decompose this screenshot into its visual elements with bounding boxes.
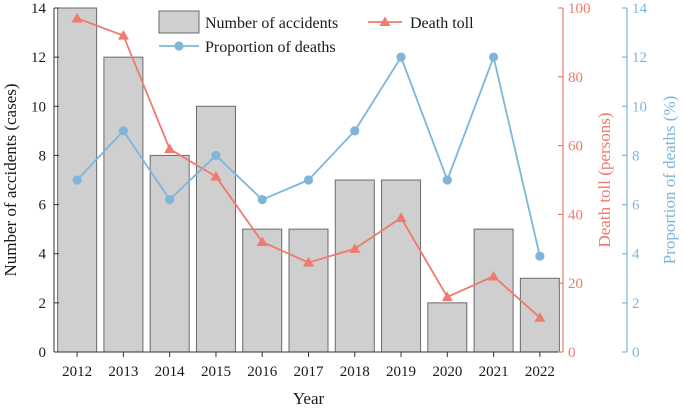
point-death-toll-2020: [441, 291, 453, 302]
tick-label-x-2018: 2018: [340, 364, 370, 380]
point-proportion-2021: [488, 52, 499, 62]
bars-layer: [57, 7, 560, 353]
tick-label-death-0: 0: [568, 345, 576, 361]
line-proportion: [76, 54, 541, 257]
point-proportion-2018: [350, 126, 360, 136]
point-death-toll-2016: [256, 236, 268, 247]
point-proportion-2014: [165, 195, 175, 205]
tick-label-proportion-10: 10: [632, 99, 647, 115]
bar-accidents-2017: [288, 228, 329, 353]
point-proportion-2012: [72, 175, 82, 185]
tick-label-x-2013: 2013: [108, 364, 138, 380]
tick-label-left-14: 14: [31, 1, 47, 17]
ticks: 0 2 4 6 8 10 12 14 0 20 40 60 80 100 0 2 4 6 8 10 12 14 2012 20…: [31, 1, 648, 380]
point-proportion-2015: [211, 150, 221, 161]
legend-marker-death-toll: [379, 16, 391, 26]
tick-label-proportion-14: 14: [632, 1, 648, 17]
tick-label-proportion-0: 0: [632, 345, 640, 361]
tick-label-x-2019: 2019: [386, 364, 416, 380]
legend: Number of accidents Death toll Proportio…: [158, 10, 474, 56]
tick-label-left-4: 4: [39, 247, 47, 263]
tick-label-x-2015: 2015: [201, 364, 231, 380]
tick-label-x-2022: 2022: [525, 364, 555, 380]
tick-label-left-6: 6: [39, 198, 47, 214]
bar-accidents-2019: [381, 179, 422, 353]
tick-label-left-8: 8: [39, 148, 47, 164]
tick-label-left-2: 2: [39, 296, 47, 312]
bar-accidents-2015: [195, 105, 236, 353]
point-proportion-2022: [535, 251, 545, 261]
point-proportion-2016: [257, 195, 267, 205]
tick-label-death-80: 80: [568, 70, 583, 86]
point-proportion-2019: [396, 52, 406, 62]
point-death-toll-2022: [534, 312, 546, 322]
legend-label-accidents: Number of accidents: [205, 15, 338, 32]
y-axis-proportion-title: Proportion of deaths (%): [660, 96, 679, 265]
point-death-toll-2018: [349, 243, 361, 253]
tick-label-death-20: 20: [568, 276, 583, 292]
legend-marker-proportion: [174, 41, 184, 51]
tick-label-left-0: 0: [39, 345, 47, 361]
tick-label-proportion-8: 8: [632, 148, 640, 164]
y-axis-death-toll-title: Death toll (persons): [595, 112, 614, 247]
legend-label-death-toll: Death toll: [410, 15, 474, 32]
tick-label-left-10: 10: [31, 99, 46, 115]
legend-swatch-proportion: [159, 41, 199, 51]
x-axis-title: Year: [293, 389, 325, 408]
point-death-toll-2014: [164, 143, 176, 154]
proportion-series: [72, 52, 545, 261]
legend-swatch-death-toll: [368, 16, 402, 26]
death-toll-series: [71, 12, 546, 322]
tick-label-left-12: 12: [31, 50, 46, 66]
tick-label-death-40: 40: [568, 207, 583, 223]
legend-swatch-accidents: [158, 10, 200, 34]
tick-label-x-2012: 2012: [62, 364, 92, 380]
tick-label-x-2020: 2020: [432, 364, 462, 380]
point-death-toll-2021: [488, 270, 500, 281]
point-death-toll-2017: [303, 257, 314, 267]
tick-label-x-2016: 2016: [247, 364, 278, 380]
bar-accidents-2018: [334, 179, 375, 353]
tick-label-x-2014: 2014: [155, 364, 186, 380]
point-death-toll-2015: [210, 171, 222, 181]
bar-accidents-2020: [427, 302, 468, 353]
bar-accidents-2021: [473, 228, 514, 353]
point-death-toll-2019: [395, 212, 407, 222]
point-death-toll-2012: [71, 12, 83, 23]
tick-label-death-100: 100: [568, 1, 591, 17]
point-death-toll-2013: [117, 30, 129, 40]
point-proportion-2017: [303, 175, 314, 185]
y-axis-left-title: Number of accidents (cases): [1, 83, 20, 276]
tick-label-x-2017: 2017: [294, 364, 325, 380]
point-proportion-2020: [442, 175, 452, 185]
tick-label-death-60: 60: [568, 139, 583, 155]
bar-accidents-2013: [103, 56, 144, 353]
tick-label-proportion-6: 6: [632, 198, 640, 214]
tick-label-proportion-2: 2: [632, 296, 640, 312]
bar-accidents-2014: [149, 154, 190, 353]
tick-label-proportion-4: 4: [632, 247, 640, 263]
legend-label-proportion: Proportion of deaths: [205, 39, 336, 56]
point-proportion-2013: [118, 126, 129, 136]
tick-label-x-2021: 2021: [479, 364, 509, 380]
tick-label-proportion-12: 12: [632, 50, 647, 66]
